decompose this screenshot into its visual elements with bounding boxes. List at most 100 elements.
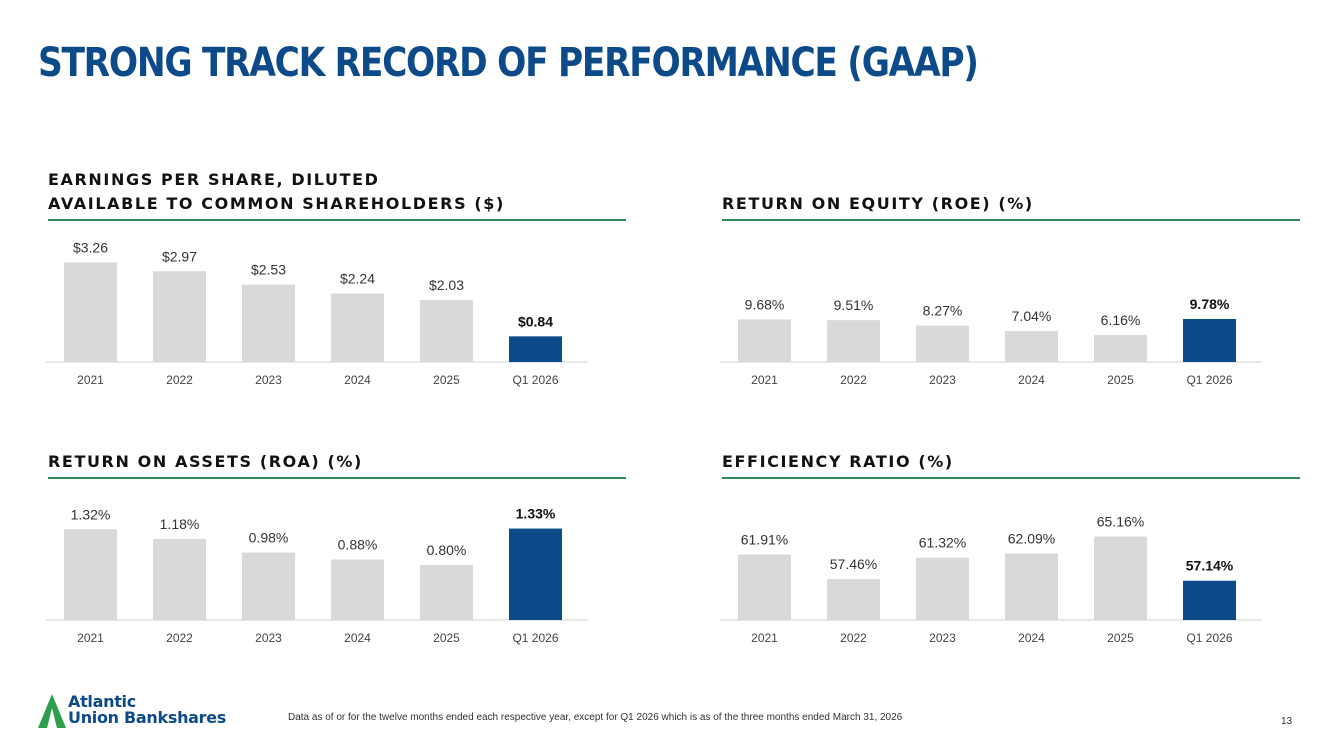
roa-bar-0 (64, 529, 117, 620)
efficiency-category-label-1: 2022 (840, 631, 867, 645)
eps-chart-title: EARNINGS PER SHARE, DILUTED AVAILABLE TO… (48, 168, 505, 216)
efficiency-chart-svg: 61.91% 2021 57.46% 2022 61.32% 2023 62.09% 2024… (720, 514, 1262, 645)
efficiency-category-label-4: 2025 (1107, 631, 1134, 645)
roa-bar-2 (242, 552, 295, 620)
eps-chart-title-line2: AVAILABLE TO COMMON SHAREHOLDERS ($) (48, 194, 505, 213)
efficiency-value-label-1: 57.46% (830, 556, 877, 572)
roe-bar-4 (1094, 334, 1147, 362)
eps-category-label-5: Q1 2026 (512, 373, 558, 387)
eps-value-label-2: $2.53 (251, 262, 286, 278)
roa-category-label-3: 2024 (344, 631, 371, 645)
efficiency-category-label-5: Q1 2026 (1186, 631, 1232, 645)
roa-value-label-5: 1.33% (516, 506, 556, 522)
eps-chart-rule (48, 219, 626, 221)
roa-value-label-0: 1.32% (71, 506, 111, 522)
roa-chart-panel: RETURN ON ASSETS (ROA) (%) 1.32% 2021 1.18… (38, 440, 626, 680)
roe-chart-title: RETURN ON EQUITY (ROE) (%) (722, 192, 1034, 216)
roe-bar-2 (916, 325, 969, 362)
eps-chart-title-line1: EARNINGS PER SHARE, DILUTED (48, 170, 380, 189)
roa-value-label-4: 0.80% (427, 542, 467, 558)
logo-mark-icon (38, 694, 66, 728)
roe-value-label-4: 6.16% (1101, 312, 1141, 328)
roe-value-label-1: 9.51% (834, 297, 874, 313)
eps-bar-1 (153, 271, 206, 362)
company-logo: Atlantic Union Bankshares (38, 692, 258, 732)
eps-bar-0 (64, 262, 117, 362)
eps-value-label-4: $2.03 (429, 277, 464, 293)
eps-chart-panel: EARNINGS PER SHARE, DILUTED AVAILABLE TO… (38, 170, 626, 422)
roa-category-label-5: Q1 2026 (512, 631, 558, 645)
roa-value-label-2: 0.98% (249, 530, 289, 546)
roe-chart-panel: RETURN ON EQUITY (ROE) (%) 9.68% 2021 9.51… (712, 182, 1300, 422)
eps-value-label-3: $2.24 (340, 271, 375, 287)
eps-category-label-2: 2023 (255, 373, 282, 387)
efficiency-category-label-0: 2021 (751, 631, 778, 645)
logo-line2: Union Bankshares (68, 708, 227, 727)
roe-bar-5 (1183, 318, 1236, 362)
eps-value-label-0: $3.26 (73, 239, 108, 255)
eps-bar-4 (420, 299, 473, 362)
roa-chart-title: RETURN ON ASSETS (ROA) (%) (48, 450, 363, 474)
eps-value-label-5: $0.84 (518, 313, 553, 329)
roe-category-label-0: 2021 (751, 373, 778, 387)
efficiency-value-label-2: 61.32% (919, 535, 966, 551)
efficiency-bar-0 (738, 554, 791, 620)
roa-chart-svg: 1.32% 2021 1.18% 2022 0.98% 2023 0.88% 2024 0.80… (46, 506, 588, 645)
eps-category-label-0: 2021 (77, 373, 104, 387)
eps-bar-2 (242, 284, 295, 362)
page-title: STRONG TRACK RECORD OF PERFORMANCE (GAAP… (38, 40, 979, 86)
roa-bar-4 (420, 565, 473, 620)
eps-category-label-4: 2025 (433, 373, 460, 387)
efficiency-chart-title-line2: EFFICIENCY RATIO (%) (722, 452, 954, 471)
efficiency-value-label-3: 62.09% (1008, 531, 1055, 547)
roe-value-label-3: 7.04% (1012, 308, 1052, 324)
roe-category-label-4: 2025 (1107, 373, 1134, 387)
roe-bar-0 (738, 319, 791, 362)
efficiency-bar-1 (827, 578, 880, 620)
roe-category-label-3: 2024 (1018, 373, 1045, 387)
roe-category-label-2: 2023 (929, 373, 956, 387)
roe-value-label-0: 9.68% (745, 296, 785, 312)
efficiency-bar-3 (1005, 553, 1058, 620)
efficiency-chart-title: EFFICIENCY RATIO (%) (722, 450, 954, 474)
page-number: 13 (1281, 716, 1293, 727)
efficiency-bar-4 (1094, 536, 1147, 620)
roa-bar-3 (331, 559, 384, 620)
roe-chart-svg: 9.68% 2021 9.51% 2022 8.27% 2023 7.04% 2024 6.16… (720, 296, 1262, 387)
eps-bar-5 (509, 336, 562, 362)
roe-category-label-1: 2022 (840, 373, 867, 387)
roe-chart-rule (722, 219, 1300, 221)
logo-text: Atlantic Union Bankshares (68, 694, 226, 726)
efficiency-bar-5 (1183, 580, 1236, 620)
eps-chart-svg: $3.26 2021 $2.97 2022 $2.53 2023 $2.24 2024 $2.0… (46, 239, 588, 387)
efficiency-value-label-5: 57.14% (1186, 558, 1234, 574)
eps-value-label-1: $2.97 (162, 248, 197, 264)
efficiency-value-label-4: 65.16% (1097, 514, 1144, 530)
efficiency-chart-rule (722, 477, 1300, 479)
roe-value-label-2: 8.27% (923, 303, 963, 319)
efficiency-category-label-2: 2023 (929, 631, 956, 645)
roa-value-label-1: 1.18% (160, 516, 200, 532)
roa-category-label-1: 2022 (166, 631, 193, 645)
roa-bar-1 (153, 538, 206, 620)
roa-value-label-3: 0.88% (338, 537, 378, 553)
roa-category-label-2: 2023 (255, 631, 282, 645)
efficiency-chart-panel: EFFICIENCY RATIO (%) 61.91% 2021 57.46% 202… (712, 440, 1300, 680)
efficiency-category-label-3: 2024 (1018, 631, 1045, 645)
efficiency-bar-2 (916, 557, 969, 620)
roa-chart-rule (48, 477, 626, 479)
roa-category-label-4: 2025 (433, 631, 460, 645)
eps-category-label-1: 2022 (166, 373, 193, 387)
roe-category-label-5: Q1 2026 (1186, 373, 1232, 387)
roe-bar-1 (827, 320, 880, 362)
footnote: Data as of or for the twelve months ende… (288, 712, 903, 723)
eps-category-label-3: 2024 (344, 373, 371, 387)
roe-value-label-5: 9.78% (1190, 296, 1230, 312)
roa-bar-5 (509, 528, 562, 620)
roa-category-label-0: 2021 (77, 631, 104, 645)
roe-chart-title-line2: RETURN ON EQUITY (ROE) (%) (722, 194, 1034, 213)
logo-line1: Atlantic (68, 692, 136, 711)
eps-bar-3 (331, 293, 384, 362)
efficiency-value-label-0: 61.91% (741, 531, 788, 547)
roa-chart-title-line2: RETURN ON ASSETS (ROA) (%) (48, 452, 363, 471)
